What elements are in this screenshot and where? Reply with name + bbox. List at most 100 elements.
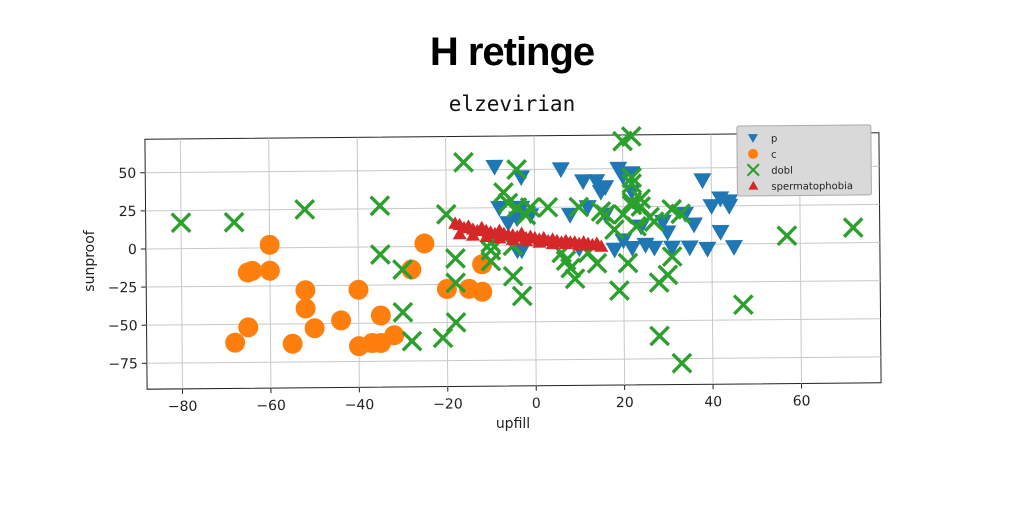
point-p: [574, 174, 593, 191]
point-dobl: [502, 265, 524, 287]
point-dobl: [445, 247, 466, 269]
point-spermatophobia: [505, 232, 520, 245]
x-gridline: [445, 136, 449, 387]
point-dobl: [670, 203, 692, 225]
point-spermatophobia: [519, 234, 534, 247]
point-spermatophobia: [532, 235, 547, 248]
point-p: [499, 216, 518, 232]
legend-label-spermatophobia: spermatophobia: [771, 181, 853, 193]
x-tick-label: 40: [704, 394, 722, 410]
point-p: [680, 240, 699, 257]
point-p: [605, 242, 624, 259]
y-tick-label: 50: [118, 166, 136, 182]
point-c: [472, 281, 493, 302]
point-dobl: [445, 312, 467, 333]
point-c: [259, 234, 280, 255]
point-dobl: [511, 285, 533, 307]
point-dobl: [392, 301, 414, 323]
point-spermatophobia: [452, 227, 467, 240]
point-c: [237, 262, 258, 283]
x-axis-label: upfill: [496, 416, 530, 432]
data-marks: [170, 126, 864, 374]
chart-subtitle: elzevirian: [448, 92, 576, 116]
point-spermatophobia: [572, 238, 587, 251]
point-spermatophobia: [466, 228, 481, 241]
point-c: [259, 260, 280, 281]
point-p: [724, 240, 743, 256]
point-p: [720, 194, 739, 211]
point-c: [384, 325, 405, 346]
point-p: [485, 159, 504, 176]
point-dobl: [369, 195, 391, 217]
point-dobl: [630, 188, 652, 210]
x-gridline: [533, 135, 537, 386]
point-dobl: [621, 173, 643, 195]
point-c: [304, 318, 325, 339]
y-tick-label: −50: [108, 318, 138, 334]
point-dobl: [453, 151, 474, 173]
point-dobl: [620, 126, 642, 147]
point-dobl: [595, 204, 616, 225]
point-c: [282, 333, 303, 354]
point-dobl: [612, 130, 633, 152]
point-c: [295, 298, 316, 319]
point-p: [596, 180, 615, 197]
point-dobl: [621, 167, 643, 189]
y-gridline: [146, 280, 881, 288]
point-dobl: [401, 330, 423, 352]
point-dobl: [732, 294, 754, 316]
point-p: [663, 240, 682, 257]
point-spermatophobia: [558, 236, 573, 250]
point-p: [490, 200, 509, 217]
point-dobl: [661, 198, 683, 220]
point-p: [551, 162, 570, 179]
y-tick-label: 25: [119, 204, 137, 220]
x-gridline: [179, 138, 183, 389]
chart-title: H retinge: [429, 30, 595, 74]
point-dobl: [369, 244, 391, 265]
legend: pc dobl spermatophobia: [736, 124, 872, 197]
point-dobl: [586, 252, 608, 274]
point-dobl: [657, 264, 679, 286]
point-dobl: [842, 217, 864, 238]
y-tick-label: −25: [108, 280, 138, 296]
point-dobl: [519, 197, 541, 218]
point-p: [636, 237, 655, 254]
series-spermatophobia: [448, 216, 609, 252]
point-dobl: [649, 325, 671, 347]
point-spermatophobia: [492, 231, 507, 244]
axes-frame: [144, 132, 882, 390]
x-tick-label: −80: [168, 399, 198, 415]
point-c: [295, 280, 316, 301]
legend-marker-c: [748, 148, 759, 159]
point-c: [414, 233, 435, 254]
point-dobl: [617, 252, 639, 274]
point-dobl: [435, 203, 457, 225]
y-gridline: [146, 318, 881, 326]
grid: [145, 133, 881, 389]
point-p: [711, 224, 730, 241]
point-spermatophobia: [479, 229, 494, 243]
point-dobl: [564, 268, 586, 290]
x-tick-label: 0: [532, 396, 541, 412]
y-gridline: [146, 356, 881, 364]
point-c: [370, 305, 391, 326]
x-gridline: [710, 134, 714, 385]
x-tick-label: 20: [616, 395, 634, 411]
point-dobl: [445, 272, 467, 294]
point-p: [587, 174, 606, 190]
point-dobl: [603, 219, 625, 241]
ticks: −80 −60 −40 −20 0 20 40 60 50 25 0 −25 −50 −75: [108, 166, 811, 415]
point-dobl: [626, 215, 647, 237]
point-p: [512, 243, 531, 260]
legend-box: [736, 124, 872, 197]
legend-label-dobl: dobl: [771, 166, 793, 177]
y-tick-label: 0: [128, 242, 137, 258]
x-tick-label: −60: [256, 398, 286, 414]
point-dobl: [294, 199, 316, 220]
point-dobl: [170, 212, 192, 234]
legend-label-p: p: [771, 134, 777, 145]
point-p: [622, 166, 641, 183]
point-spermatophobia: [545, 236, 560, 250]
y-tick-label: −75: [108, 356, 138, 372]
